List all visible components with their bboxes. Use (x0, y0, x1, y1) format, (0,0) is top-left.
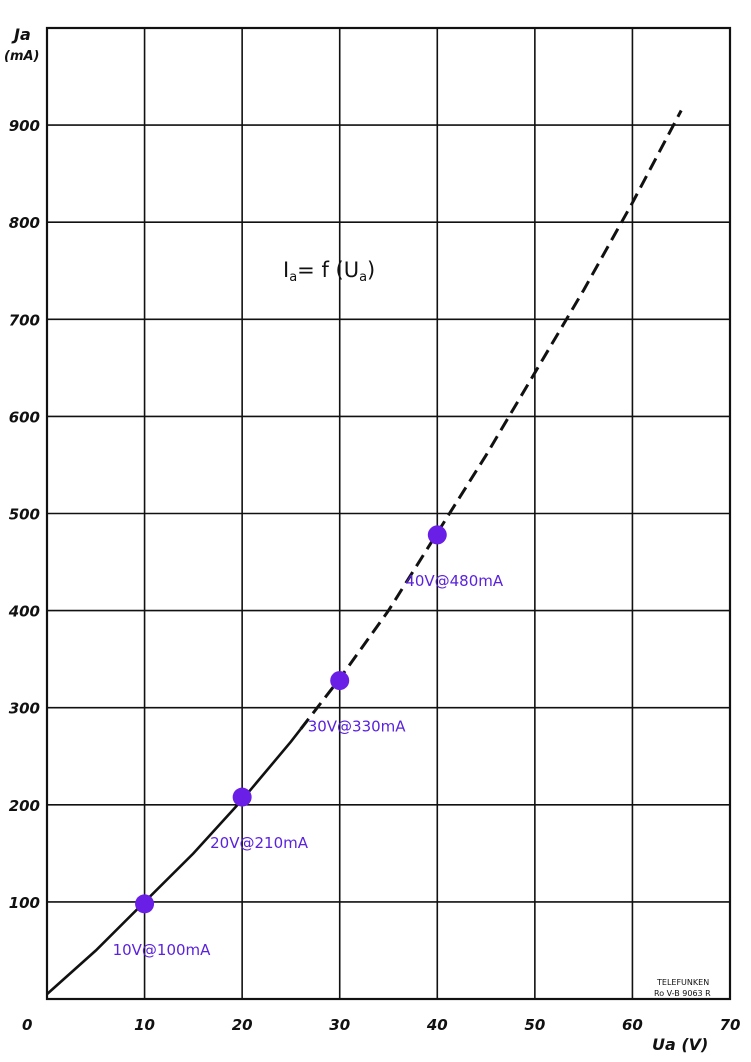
data-point-label: 40V@480mA (405, 572, 504, 590)
data-point (135, 894, 155, 914)
y-tick-label: 700 (9, 311, 40, 329)
stamp-line-1: TELEFUNKEN (656, 978, 709, 987)
formula-end: ) (367, 258, 375, 282)
x-tick-label: 60 (622, 1016, 643, 1034)
x-tick-label: 20 (232, 1016, 253, 1034)
y-tick-labels: 100 200 300 400 500 600 700 800 900 (8, 117, 40, 912)
formula-mid: = f (U (297, 258, 359, 282)
x-tick-label: 10 (134, 1016, 155, 1034)
data-point-label: 20V@210mA (210, 834, 309, 852)
formula-sub1: a (289, 270, 297, 285)
formula-sub2: a (359, 270, 367, 285)
curve (46, 109, 683, 996)
x-tick-label: 50 (524, 1016, 545, 1034)
y-tick-label: 600 (9, 408, 40, 426)
formula-main: I (283, 258, 289, 282)
x-axis-label: Ua (V) (652, 1035, 708, 1054)
x-tick-label: 40 (426, 1016, 448, 1034)
y-tick-label: 200 (9, 797, 40, 815)
curve-dashed-segment (299, 109, 683, 731)
y-tick-label: 500 (9, 506, 40, 524)
y-axis-label: Ja (11, 25, 31, 44)
y-axis-unit: (mA) (4, 49, 40, 64)
data-points: 10V@100mA 20V@210mA 30V@330mA 40V@480mA (113, 525, 504, 959)
y-tick-label: 400 (8, 603, 40, 621)
data-point (232, 787, 252, 807)
x-tick-label: 30 (329, 1016, 350, 1034)
data-point (427, 525, 447, 545)
data-point (330, 671, 350, 691)
formula-annotation: Ia= f (Ua) (283, 258, 375, 285)
data-point-label: 30V@330mA (308, 718, 407, 736)
curve-solid-segment (46, 728, 302, 996)
grid (47, 28, 730, 999)
y-tick-label: 300 (9, 700, 40, 718)
plot-frame (45, 26, 732, 1001)
x-tick-labels: 0 10 20 30 40 50 60 70 (22, 1016, 740, 1034)
y-tick-label: 800 (9, 214, 40, 232)
stamp-line-2: Ro V-B 9063 R (654, 989, 711, 998)
y-tick-label: 100 (9, 894, 40, 912)
x-tick-label: 70 (720, 1016, 741, 1034)
data-point-label: 10V@100mA (113, 941, 212, 959)
x-tick-label: 0 (22, 1016, 32, 1034)
y-tick-label: 900 (9, 117, 40, 135)
